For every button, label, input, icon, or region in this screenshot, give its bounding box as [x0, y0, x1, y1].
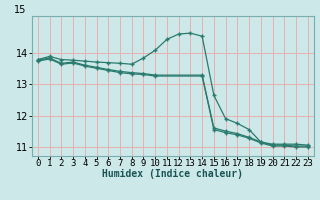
Text: 15: 15 [14, 5, 26, 15]
X-axis label: Humidex (Indice chaleur): Humidex (Indice chaleur) [102, 169, 243, 179]
